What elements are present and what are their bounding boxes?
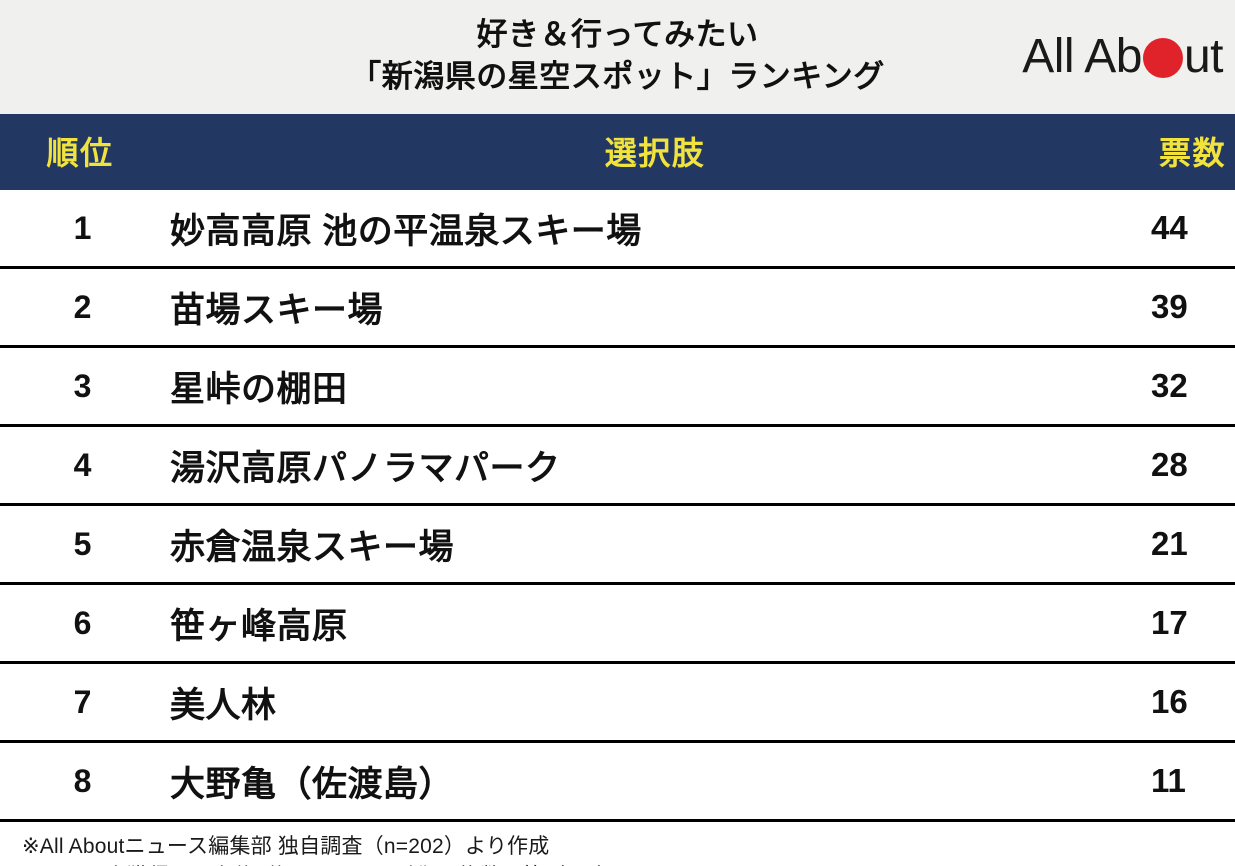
cell-rank: 4: [73, 446, 92, 483]
cell-votes: 44: [1151, 209, 1188, 246]
table-row: 8 大野亀（佐渡島） 11: [0, 742, 1235, 821]
column-header-choice: 選択肢: [160, 114, 1150, 190]
cell-rank: 1: [73, 209, 92, 246]
cell-votes: 16: [1151, 683, 1188, 720]
table-row: 1 妙高高原 池の平温泉スキー場 44: [0, 190, 1235, 268]
table-row: 7 美人林 16: [0, 663, 1235, 742]
table-body: 1 妙高高原 池の平温泉スキー場 44 2 苗場スキー場 39 3 星峠の棚田 32 4 湯沢高原パ…: [0, 190, 1235, 821]
table-row: 6 笹ヶ峰高原 17: [0, 584, 1235, 663]
cell-spot-name: 笹ヶ峰高原: [170, 606, 348, 646]
cell-spot-name: 妙高高原 池の平温泉スキー場: [170, 211, 642, 251]
cell-rank: 7: [73, 683, 92, 720]
table-row: 2 苗場スキー場 39: [0, 268, 1235, 347]
cell-votes: 28: [1151, 446, 1188, 483]
cell-rank: 3: [73, 367, 92, 404]
footer-note-method: ※10票以上獲得した上位8位をランキング化 ※複数回答（MA）: [22, 862, 1235, 866]
red-circle-icon: [1142, 38, 1183, 78]
cell-votes: 32: [1151, 367, 1188, 404]
ranking-table: 順位 選択肢 票数 1 妙高高原 池の平温泉スキー場 44 2 苗場スキー場 39 3 星峠の…: [0, 114, 1235, 822]
table-row: 5 赤倉温泉スキー場 21: [0, 505, 1235, 584]
cell-votes: 11: [1151, 762, 1186, 799]
page-title: 好き＆行ってみたい 「新潟県の星空スポット」ランキング: [350, 16, 885, 94]
cell-spot-name: 大野亀（佐渡島）: [170, 764, 455, 804]
table-header-row: 順位 選択肢 票数: [0, 114, 1235, 190]
logo-text-after: ut: [1183, 30, 1224, 83]
cell-spot-name: 赤倉温泉スキー場: [170, 527, 455, 567]
logo-text: All Ab ut: [1022, 33, 1223, 81]
cell-votes: 17: [1151, 604, 1188, 641]
column-header-votes: 票数: [1150, 114, 1235, 190]
cell-rank: 6: [73, 604, 92, 641]
cell-votes: 21: [1151, 525, 1188, 562]
table-row: 4 湯沢高原パノラマパーク 28: [0, 426, 1235, 505]
footer-notes: ※All Aboutニュース編集部 独自調査（n=202）より作成 ※10票以上…: [0, 822, 1235, 866]
cell-rank: 2: [73, 288, 92, 325]
cell-rank: 5: [73, 525, 92, 562]
banner-header: 好き＆行ってみたい 「新潟県の星空スポット」ランキング All Ab ut: [0, 0, 1235, 114]
table-row: 3 星峠の棚田 32: [0, 347, 1235, 426]
logo-text-before: All Ab: [1022, 30, 1142, 83]
footer-note-source: ※All Aboutニュース編集部 独自調査（n=202）より作成: [22, 835, 550, 858]
table-header: 順位 選択肢 票数: [0, 114, 1235, 190]
cell-rank: 8: [73, 762, 92, 799]
cell-spot-name: 美人林: [170, 685, 277, 725]
cell-votes: 39: [1151, 288, 1188, 325]
all-about-logo: All Ab ut: [1022, 26, 1223, 88]
column-header-rank: 順位: [0, 114, 160, 190]
cell-spot-name: 星峠の棚田: [170, 369, 348, 409]
cell-spot-name: 湯沢高原パノラマパーク: [170, 448, 561, 488]
cell-spot-name: 苗場スキー場: [170, 290, 384, 330]
